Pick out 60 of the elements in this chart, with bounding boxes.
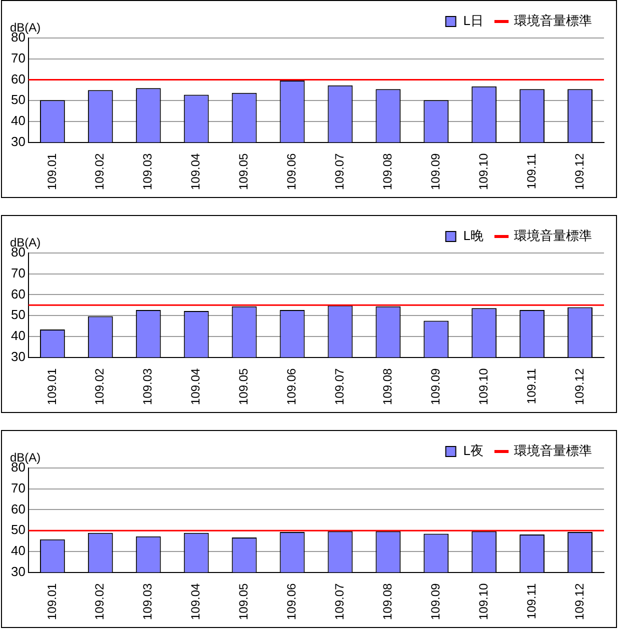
x-tick-label: 109.08 [380, 368, 394, 405]
y-axis-title: dB(A) [10, 20, 41, 34]
y-tick-label: 40 [10, 113, 26, 128]
x-tick-label: 109.04 [188, 582, 203, 620]
x-tick-label: 109.09 [428, 368, 442, 405]
y-tick-label: 40 [10, 543, 26, 558]
x-tick-label: 109.11 [524, 368, 538, 404]
x-tick-label: 109.02 [92, 368, 107, 405]
x-tick-label: 109.11 [524, 582, 538, 620]
x-tick-label: 109.02 [92, 152, 107, 190]
x-tick-label: 109.08 [380, 152, 394, 190]
x-tick-label: 109.06 [284, 152, 299, 190]
x-tick-label: 109.01 [44, 152, 59, 190]
x-tick-label: 109.08 [380, 582, 394, 620]
x-tick-label: 109.10 [476, 582, 490, 620]
x-tick-label: 109.07 [332, 368, 347, 405]
y-tick-label: 50 [10, 522, 26, 538]
legend-label: L晚 [463, 228, 484, 244]
x-tick-label: 109.01 [44, 582, 59, 620]
y-tick-label: 30 [10, 564, 26, 579]
y-tick-label: 30 [10, 134, 26, 149]
x-tick-label: 109.10 [476, 152, 490, 190]
y-tick-label: 30 [10, 348, 26, 364]
x-tick-label: 109.04 [188, 368, 203, 405]
x-tick-label: 109.09 [428, 582, 442, 620]
legend-label: 環境音量標準 [514, 13, 592, 28]
x-tick-label: 109.06 [284, 368, 299, 405]
x-tick-label: 109.12 [572, 152, 586, 190]
x-tick-label: 109.05 [236, 582, 251, 620]
y-tick-label: 70 [10, 265, 26, 280]
x-tick-label: 109.03 [140, 152, 155, 190]
x-tick-label: 109.03 [140, 368, 155, 405]
x-tick-label: 109.07 [332, 582, 347, 620]
x-tick-label: 109.12 [572, 582, 586, 620]
x-tick-label: 109.11 [524, 152, 538, 190]
y-tick-label: 60 [10, 71, 26, 86]
y-tick-label: 60 [10, 501, 26, 516]
y-tick-label: 40 [10, 328, 26, 344]
x-tick-label: 109.05 [236, 368, 251, 405]
x-tick-label: 109.09 [428, 152, 442, 190]
x-tick-label: 109.03 [140, 582, 155, 620]
x-tick-label: 109.12 [572, 368, 586, 405]
x-tick-label: 109.01 [44, 368, 59, 405]
y-tick-label: 50 [10, 92, 26, 108]
y-axis-title: dB(A) [10, 235, 41, 250]
legend-label: 環境音量標準 [514, 228, 592, 244]
legend-label: L夜 [463, 443, 484, 458]
x-tick-label: 109.06 [284, 582, 299, 620]
y-tick-label: 70 [10, 50, 26, 66]
x-tick-label: 109.10 [476, 368, 490, 405]
legend-label: L日 [463, 13, 484, 28]
y-tick-label: 70 [10, 480, 26, 496]
x-tick-label: 109.05 [236, 152, 251, 190]
y-tick-label: 50 [10, 307, 26, 322]
y-tick-label: 60 [10, 286, 26, 302]
y-axis-title: dB(A) [10, 450, 41, 464]
legend-label: 環境音量標準 [514, 443, 592, 458]
x-tick-label: 109.07 [332, 152, 347, 190]
x-tick-label: 109.04 [188, 152, 203, 190]
x-tick-label: 109.02 [92, 582, 107, 620]
